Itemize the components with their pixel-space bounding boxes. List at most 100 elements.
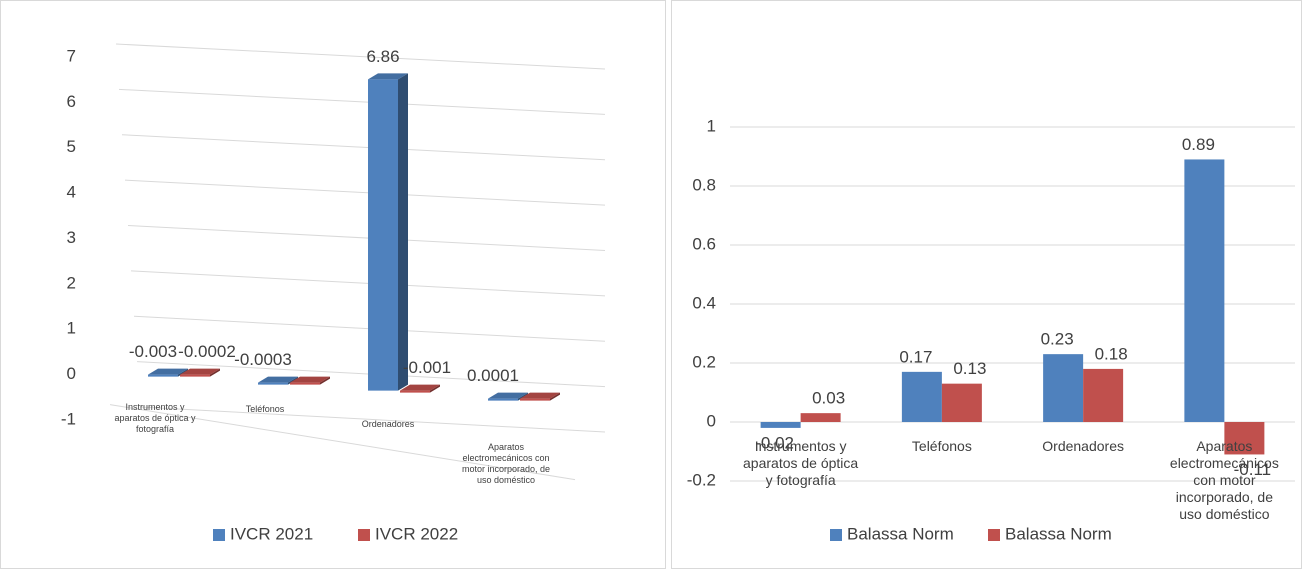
bar-front [368,79,398,391]
bar [941,383,982,422]
x-tick-label: Ordenadores [362,419,415,429]
y-tick-label: 0 [707,411,716,430]
bar [368,73,408,391]
y-tick-label: 7 [67,46,76,65]
bar-top [180,368,220,375]
y-tick-label: -0.2 [687,470,716,489]
grid-line [139,406,606,433]
x-tick-label: Aparatos electromecánicos con motor incorpo… [1170,438,1279,522]
y-tick-label: 0.4 [692,293,716,312]
bar-side [550,392,560,401]
legend-swatch [213,529,225,541]
x-tick-label: Aparatos electromecánicos con motor incorp… [462,442,550,485]
data-label: 6.86 [366,47,399,66]
y-tick-label: 6 [67,92,76,111]
label-line: Instrumentos y [755,438,847,454]
legend-label: IVCR 2021 [230,524,313,543]
bar-front [148,374,178,377]
bar-top [400,384,440,391]
y-tick-label: 4 [67,183,76,202]
label-line: uso doméstico [477,475,535,485]
bar-front [488,398,518,401]
x-tick-label: Teléfonos [246,404,285,414]
y-tick-label: 0.6 [692,234,716,253]
label-line: electromecánicos [1170,455,1279,471]
label-line: y fotografía [766,472,836,488]
data-label: 0.03 [812,389,845,408]
grid-line [118,88,606,115]
y-tick-label: 0 [67,364,76,383]
bar-top [290,376,330,383]
y-tick-label: 0.8 [692,175,716,194]
bar-front [520,398,550,401]
data-label: -0.02 [755,433,794,452]
bar [1043,354,1084,422]
grid-line [124,179,606,206]
data-label: 0.23 [1041,330,1074,349]
bar-side [398,73,408,391]
x-tick-label: Instrumentos y aparatos de óptica y fotogr… [743,438,858,488]
bar-top [258,376,298,383]
bar-front [290,382,320,385]
bar [800,413,841,422]
bar [1224,422,1265,455]
label-line: Aparatos [1196,438,1252,454]
legend-label: Balassa Norm [847,524,954,543]
y-tick-label: 1 [707,116,716,135]
bar-side [320,376,330,385]
y-tick-label: 5 [67,137,76,156]
legend-label: IVCR 2022 [375,524,458,543]
data-label: -0.001 [403,358,451,377]
label-line: aparatos de óptica [743,455,858,471]
bar-side [430,384,440,393]
y-tick-label: 2 [67,273,76,292]
data-label: 0.0001 [467,366,519,385]
label-line: fotografía [136,424,174,434]
x-tick-label: Ordenadores [1042,438,1124,454]
data-label: -0.003 [129,342,177,361]
label-line: motor incorporado, de [462,464,550,474]
label-line: electromecánicos con [462,453,549,463]
bar-front [180,374,210,377]
bar [290,376,330,385]
y-tick-label: 1 [67,319,76,338]
data-label: 0.13 [953,359,986,378]
left-panel [0,0,666,569]
y-tick-label: 0.2 [692,352,716,371]
x-tick-label: Instrumentos y aparatos de óptica y fotogr… [114,402,196,434]
label-line: Instrumentos y [125,402,185,412]
grid-line [121,134,606,161]
label-line: Teléfonos [912,438,972,454]
bar-front [258,382,288,385]
label-line: con motor [1193,472,1256,488]
label-line: Teléfonos [246,404,285,414]
legend-swatch [830,529,842,541]
y-tick-label: 3 [67,228,76,247]
legend-swatch [358,529,370,541]
grid-line [127,225,606,251]
bar [180,368,220,377]
label-line: uso doméstico [1179,506,1269,522]
bar [1184,159,1225,422]
label-line: aparatos de óptica y [114,413,196,423]
data-label: -0.0003 [234,350,292,369]
x-tick-label: Teléfonos [912,438,972,454]
data-label: 0.18 [1095,344,1128,363]
label-line: Aparatos [488,442,525,452]
data-label: 0.17 [899,347,932,366]
data-label: -0.0002 [178,342,236,361]
bar-front [400,390,430,393]
label-line: incorporado, de [1176,489,1274,505]
data-label: -0.11 [1234,460,1272,479]
bar-side [210,368,220,377]
bar [1083,368,1124,422]
bar-top [368,73,408,80]
bar [520,392,560,401]
label-line: Ordenadores [362,419,415,429]
legend-swatch [988,529,1000,541]
bar [400,384,440,393]
bar-top [488,392,528,399]
bar [901,371,942,422]
y-tick-label: -1 [61,409,76,428]
data-label: 0.89 [1182,135,1215,154]
